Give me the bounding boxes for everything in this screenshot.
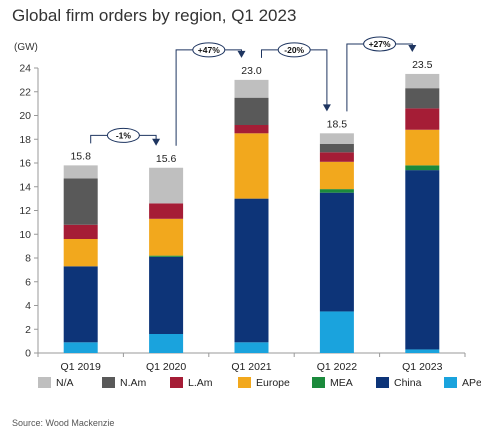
- y-tick-label: 16: [19, 158, 31, 170]
- bar-segment: [405, 165, 440, 171]
- legend-label: N.Am: [120, 377, 147, 389]
- bar-segment: [63, 178, 98, 225]
- y-tick-label: 22: [19, 86, 31, 98]
- y-axis-label: (GW): [14, 42, 38, 53]
- bar-segment: [149, 256, 184, 334]
- legend-label: N/A: [56, 377, 74, 389]
- legend-swatch: [312, 377, 325, 388]
- bar-segment: [319, 152, 354, 162]
- bar-segment: [149, 203, 184, 219]
- y-tick-label: 8: [25, 253, 31, 265]
- bar-segment: [319, 144, 354, 153]
- x-tick-label: Q1 2019: [61, 361, 101, 373]
- change-bracket: [175, 49, 242, 146]
- source-note: Source: Wood Mackenzie: [12, 418, 115, 428]
- y-tick-label: 24: [19, 63, 31, 75]
- change-arrowhead: [322, 104, 331, 112]
- change-label: +27%: [369, 39, 391, 49]
- change-badge: [277, 42, 311, 58]
- legend-label: Europe: [256, 377, 290, 389]
- legend-swatch: [444, 377, 457, 388]
- change-badge: [363, 36, 397, 52]
- change-arrowhead: [152, 138, 161, 146]
- bar-segment: [63, 266, 98, 343]
- y-tick-label: 6: [25, 276, 31, 288]
- chart-title: Global firm orders by region, Q1 2023: [12, 6, 297, 25]
- bar-segment: [405, 88, 440, 109]
- y-tick-label: 18: [19, 134, 31, 146]
- legend-swatch: [38, 377, 51, 388]
- change-label: -1%: [116, 131, 132, 141]
- legend-label: China: [394, 377, 422, 389]
- change-arrowhead: [408, 44, 417, 52]
- total-label: 23.5: [412, 59, 433, 71]
- change-badge: [106, 127, 140, 143]
- total-label: 18.5: [327, 118, 348, 130]
- bar-segment: [319, 161, 354, 190]
- bar-segment: [234, 125, 269, 134]
- y-tick-label: 10: [19, 229, 31, 241]
- legend-label: APeC: [462, 377, 481, 389]
- legend-label: MEA: [330, 377, 353, 389]
- bar-segment: [319, 133, 354, 144]
- bar-segment: [234, 198, 269, 343]
- change-label: +47%: [198, 45, 220, 55]
- bar-segment: [405, 129, 440, 166]
- total-label: 15.6: [156, 153, 177, 165]
- bar-segment: [63, 165, 98, 179]
- y-tick-label: 4: [25, 300, 31, 312]
- bar-segment: [63, 239, 98, 267]
- legend-swatch: [170, 377, 183, 388]
- y-tick-label: 14: [19, 181, 31, 193]
- bar-segment: [234, 79, 269, 98]
- x-tick-label: Q1 2022: [317, 361, 357, 373]
- bar-segment: [319, 311, 354, 353]
- y-tick-label: 12: [19, 205, 31, 217]
- bar-segment: [234, 133, 269, 199]
- bar-segment: [234, 97, 269, 125]
- bar-segment: [405, 349, 440, 353]
- bar-segment: [319, 192, 354, 312]
- bar-segment: [63, 224, 98, 239]
- bar-segment: [149, 167, 184, 204]
- y-tick-label: 2: [25, 324, 31, 336]
- legend-swatch: [102, 377, 115, 388]
- y-tick-label: 20: [19, 110, 31, 122]
- change-label: -20%: [284, 45, 304, 55]
- bar-segment: [149, 255, 184, 257]
- change-arrowhead: [237, 50, 246, 58]
- change-bracket: [261, 49, 328, 106]
- bar-segment: [63, 342, 98, 353]
- bar-segment: [234, 342, 269, 353]
- total-label: 15.8: [70, 150, 91, 162]
- total-label: 23.0: [241, 65, 262, 77]
- legend-swatch: [238, 377, 251, 388]
- x-tick-label: Q1 2021: [231, 361, 271, 373]
- change-badge: [192, 42, 226, 58]
- bar-segment: [149, 218, 184, 256]
- bar-segment: [149, 334, 184, 353]
- bar-segment: [319, 189, 354, 193]
- x-tick-label: Q1 2020: [146, 361, 186, 373]
- y-tick-label: 0: [25, 348, 31, 360]
- bar-segment: [405, 170, 440, 350]
- change-bracket: [346, 43, 413, 112]
- bar-segment: [405, 108, 440, 130]
- x-tick-label: Q1 2023: [402, 361, 442, 373]
- bar-segment: [405, 73, 440, 89]
- legend-swatch: [376, 377, 389, 388]
- legend-label: L.Am: [188, 377, 213, 389]
